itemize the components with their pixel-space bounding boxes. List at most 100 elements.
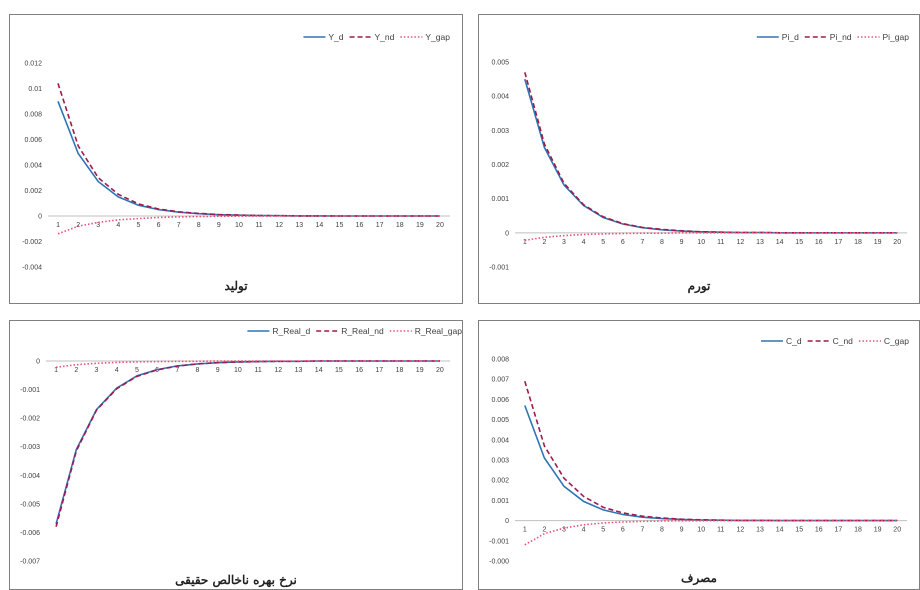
x-tick-label: 17 <box>835 239 843 246</box>
x-tick-label: 15 <box>336 222 344 229</box>
x-tick-label: 19 <box>416 222 424 229</box>
series-line-y-d <box>57 101 440 217</box>
x-tick-label: 19 <box>874 527 882 534</box>
x-tick-label: 20 <box>436 222 444 229</box>
series-line-r-real-nd <box>55 360 440 527</box>
x-tick-label: 5 <box>601 239 605 246</box>
legend-label: Y_gap <box>425 32 450 42</box>
x-tick-label: 8 <box>197 222 201 229</box>
chart-panel-inflation: 0.005 0.004 0.003 0.002 0.001 0 -0.001 1 2 3 4 5 6 7 8… <box>478 14 920 304</box>
legend-label: R_Real_gap <box>415 326 462 336</box>
x-tick-label: 6 <box>157 222 161 229</box>
y-tick-label: 0.006 <box>24 137 42 144</box>
y-tick-label: 0.002 <box>24 188 42 195</box>
x-tick-label: 11 <box>255 222 262 229</box>
x-tick-label: 3 <box>95 367 99 374</box>
chart-caption: نرخ بهره ناخالص حقیقی <box>175 573 297 587</box>
x-tick-label: 20 <box>893 239 901 246</box>
chart-output: 0.012 0.01 0.008 0.006 0.004 0.002 0 -0.002 -0.0… <box>22 32 450 272</box>
x-tick-label: 2 <box>542 527 546 534</box>
series-line-c-d <box>524 405 898 522</box>
legend: Pi_d Pi_nd Pi_gap <box>756 32 909 42</box>
x-tick-label: 3 <box>562 527 566 534</box>
y-tick-label: 0 <box>36 359 40 366</box>
x-tick-label: 15 <box>335 367 343 374</box>
x-tick-label: 7 <box>640 239 644 246</box>
x-tick-label: 16 <box>815 527 823 534</box>
legend-label: Y_nd <box>375 32 395 42</box>
x-tick-label: 6 <box>621 527 625 534</box>
x-tick-label: 12 <box>737 527 745 534</box>
x-tick-label: 10 <box>235 222 243 229</box>
y-tick-label: 0.004 <box>491 437 509 444</box>
x-tick-label: 14 <box>776 527 784 534</box>
legend: R_Real_d R_Real_nd R_Real_gap <box>247 326 462 336</box>
legend-label: C_nd <box>833 336 854 346</box>
x-tick-label: 14 <box>315 222 323 229</box>
chart-consumption: 0.008 0.007 0.006 0.005 0.004 0.003 0.002 0.001… <box>489 336 909 566</box>
y-tick-label: -0.001 <box>489 538 509 545</box>
x-tick-label: 12 <box>274 367 282 374</box>
y-tick-label: 0.004 <box>491 94 509 101</box>
y-tick-label: -0.005 <box>20 501 40 508</box>
x-tick-label: 8 <box>660 527 664 534</box>
x-tick-label: 4 <box>582 239 586 246</box>
x-tick-label: 2 <box>542 239 546 246</box>
y-tick-label: 0.005 <box>491 60 509 67</box>
y-tick-label: 0.003 <box>491 128 509 135</box>
x-tick-label: 1 <box>54 367 58 374</box>
series-line-r-real-d <box>55 360 440 525</box>
x-tick-label: 20 <box>893 527 901 534</box>
series-line-pi-gap <box>524 232 898 242</box>
x-tick-label: 18 <box>396 367 404 374</box>
series-line-c-nd <box>524 380 898 522</box>
series-line-pi-nd <box>524 72 898 234</box>
chart-panel-consumption: 0.008 0.007 0.006 0.005 0.004 0.003 0.002 0.001… <box>478 320 920 590</box>
chart-panel-real-interest: 0 -0.001 -0.002 -0.003 -0.004 -0.005 -0.006 -0.… <box>9 320 463 590</box>
x-tick-label: 10 <box>234 367 242 374</box>
y-tick-label: 0.012 <box>24 61 42 68</box>
legend-label: C_d <box>786 336 802 346</box>
x-tick-label: 12 <box>737 239 745 246</box>
y-tick-label: 0.001 <box>491 196 509 203</box>
y-tick-label: 0.007 <box>491 377 509 384</box>
y-tick-label: -0.001 <box>20 387 40 394</box>
x-tick-label: 14 <box>315 367 323 374</box>
x-tick-label: 18 <box>396 222 404 229</box>
x-tick-label: 6 <box>621 239 625 246</box>
chart-caption: مصرف <box>681 571 717 585</box>
chart-caption: تولید <box>224 279 248 293</box>
x-tick-label: 15 <box>795 527 803 534</box>
x-tick-label: 11 <box>254 367 261 374</box>
x-tick-label: 5 <box>601 527 605 534</box>
y-tick-label: -0.004 <box>22 265 42 272</box>
legend: C_d C_nd C_gap <box>761 336 909 346</box>
series-line-y-gap <box>57 215 440 235</box>
x-tick-label: 19 <box>874 239 882 246</box>
x-tick-label: 4 <box>582 527 586 534</box>
x-tick-label: 5 <box>136 222 140 229</box>
y-tick-label: 0.008 <box>24 112 42 119</box>
y-tick-label: -0.002 <box>20 416 40 423</box>
y-tick-label: 0.004 <box>24 163 42 170</box>
x-tick-label: 17 <box>835 527 843 534</box>
x-tick-label: 5 <box>135 367 139 374</box>
x-tick-label: 10 <box>697 527 705 534</box>
x-tick-label: 9 <box>217 222 221 229</box>
x-tick-label: 11 <box>717 527 724 534</box>
x-tick-label: 3 <box>562 239 566 246</box>
x-tick-label: 4 <box>116 222 120 229</box>
legend-label: R_Real_d <box>272 326 310 336</box>
x-tick-label: 14 <box>776 239 784 246</box>
x-tick-label: 17 <box>376 222 384 229</box>
x-tick-label: 2 <box>74 367 78 374</box>
x-tick-label: 7 <box>175 367 179 374</box>
y-tick-label: 0.01 <box>28 86 42 93</box>
chart-real-interest: 0 -0.001 -0.002 -0.003 -0.004 -0.005 -0.006 -0.… <box>20 326 462 566</box>
x-tick-label: 13 <box>756 527 764 534</box>
legend-label: C_gap <box>884 336 909 346</box>
y-tick-label: -0.007 <box>20 559 40 566</box>
series-line-c-gap <box>524 519 898 546</box>
series-line-pi-d <box>524 78 898 234</box>
